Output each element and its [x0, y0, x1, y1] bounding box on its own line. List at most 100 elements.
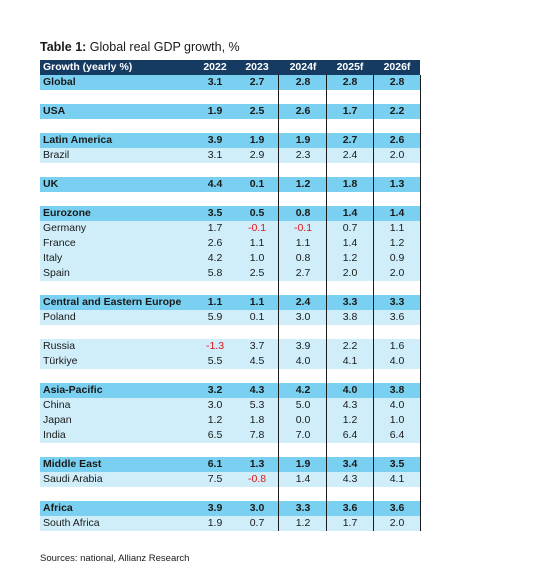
value-cell: 1.2: [295, 178, 311, 190]
value-cell: 1.4: [342, 237, 358, 249]
source-note: Sources: national, Allianz Research: [40, 553, 190, 564]
value-cell: 4.2: [295, 384, 311, 396]
value-cell: 3.2: [207, 384, 223, 396]
value-cell: 0.1: [249, 311, 265, 323]
value-cell: 2.7: [249, 76, 265, 88]
table-title-prefix: Table 1:: [40, 40, 87, 54]
row-label: South Africa: [43, 517, 100, 529]
column-divider: [326, 75, 327, 531]
column-divider: [278, 75, 279, 531]
column-divider: [420, 75, 421, 531]
value-cell: 2.8: [342, 76, 358, 88]
value-cell: 3.4: [342, 458, 358, 470]
row-label: Middle East: [43, 458, 102, 470]
row-label: Saudi Arabia: [43, 473, 103, 485]
header-year: 2024f: [289, 61, 317, 73]
value-cell: 2.9: [249, 149, 265, 161]
value-cell: 7.5: [207, 473, 223, 485]
row-label: Russia: [43, 340, 76, 352]
value-cell: 3.1: [207, 149, 223, 161]
value-cell: 0.7: [249, 517, 265, 529]
value-cell: 0.9: [389, 252, 405, 264]
spacer-row: [40, 163, 420, 177]
row-label: Italy: [43, 252, 63, 264]
country-row: Brazil 3.1 2.9 2.3 2.4 2.0: [40, 148, 420, 163]
country-row: Poland 5.9 0.1 3.0 3.8 3.6: [40, 310, 420, 325]
spacer-row: [40, 487, 420, 501]
value-cell: 1.9: [295, 458, 311, 470]
value-cell: 1.0: [389, 414, 405, 426]
value-cell: 2.7: [342, 134, 358, 146]
value-cell: 3.1: [207, 76, 223, 88]
country-row: India 6.5 7.8 7.0 6.4 6.4: [40, 428, 420, 443]
value-cell: 2.7: [295, 267, 311, 279]
value-cell: 3.9: [295, 340, 311, 352]
value-cell: 4.1: [389, 473, 405, 485]
row-label: Japan: [43, 414, 72, 426]
value-cell: 1.2: [342, 252, 358, 264]
country-row: Türkiye 5.5 4.5 4.0 4.1 4.0: [40, 354, 420, 369]
value-cell: 3.6: [389, 311, 405, 323]
value-cell: 3.0: [249, 502, 265, 514]
header-year: 2023: [245, 61, 269, 73]
value-cell: -0.8: [247, 473, 267, 485]
value-cell: 4.0: [389, 355, 405, 367]
value-cell: 3.6: [342, 502, 358, 514]
country-row: Saudi Arabia 7.5 -0.8 1.4 4.3 4.1: [40, 472, 420, 487]
value-cell: 1.2: [342, 414, 358, 426]
spacer-row: [40, 119, 420, 133]
value-cell: 3.3: [342, 296, 358, 308]
value-cell: 1.2: [389, 237, 405, 249]
value-cell: 1.2: [295, 517, 311, 529]
country-row: Germany 1.7 -0.1 -0.1 0.7 1.1: [40, 221, 420, 236]
value-cell: 1.1: [249, 296, 265, 308]
row-label: Latin America: [43, 134, 113, 146]
value-cell: 1.6: [389, 340, 405, 352]
value-cell: 3.7: [249, 340, 265, 352]
value-cell: 3.0: [207, 399, 223, 411]
spacer-row: [40, 281, 420, 295]
row-label: Global: [43, 76, 76, 88]
value-cell: 6.4: [342, 429, 358, 441]
region-row: Asia-Pacific 3.2 4.3 4.2 4.0 3.8: [40, 383, 420, 398]
value-cell: 0.8: [295, 252, 311, 264]
value-cell: 3.8: [389, 384, 405, 396]
row-label: France: [43, 237, 76, 249]
value-cell: 2.0: [389, 517, 405, 529]
value-cell: 1.9: [207, 517, 223, 529]
value-cell: 6.5: [207, 429, 223, 441]
value-cell: 2.6: [207, 237, 223, 249]
spacer-row: [40, 325, 420, 339]
row-label: Poland: [43, 311, 76, 323]
value-cell: 4.0: [389, 399, 405, 411]
value-cell: 5.0: [295, 399, 311, 411]
row-label: Spain: [43, 267, 70, 279]
row-label: Asia-Pacific: [43, 384, 103, 396]
value-cell: 1.1: [249, 237, 265, 249]
value-cell: 2.6: [389, 134, 405, 146]
value-cell: 1.2: [207, 414, 223, 426]
value-cell: 2.0: [342, 267, 358, 279]
value-cell: 1.1: [207, 296, 223, 308]
value-cell: 3.5: [389, 458, 405, 470]
value-cell: 1.9: [295, 134, 311, 146]
value-cell: 2.4: [342, 149, 358, 161]
value-cell: 4.5: [249, 355, 265, 367]
value-cell: 0.1: [249, 178, 265, 190]
value-cell: 1.8: [342, 178, 358, 190]
value-cell: 5.3: [249, 399, 265, 411]
value-cell: 0.8: [295, 207, 311, 219]
value-cell: 3.6: [389, 502, 405, 514]
value-cell: 1.0: [249, 252, 265, 264]
region-row: Central and Eastern Europe 1.1 1.1 2.4 3.3 3.…: [40, 295, 420, 310]
value-cell: 4.1: [342, 355, 358, 367]
region-row: Global 3.1 2.7 2.8 2.8 2.8: [40, 75, 420, 90]
row-label: Eurozone: [43, 207, 91, 219]
value-cell: 2.8: [295, 76, 311, 88]
spacer-row: [40, 369, 420, 383]
value-cell: 1.4: [342, 207, 358, 219]
value-cell: 7.8: [249, 429, 265, 441]
value-cell: 1.7: [207, 222, 223, 234]
value-cell: 1.7: [342, 517, 358, 529]
value-cell: 2.6: [295, 105, 311, 117]
